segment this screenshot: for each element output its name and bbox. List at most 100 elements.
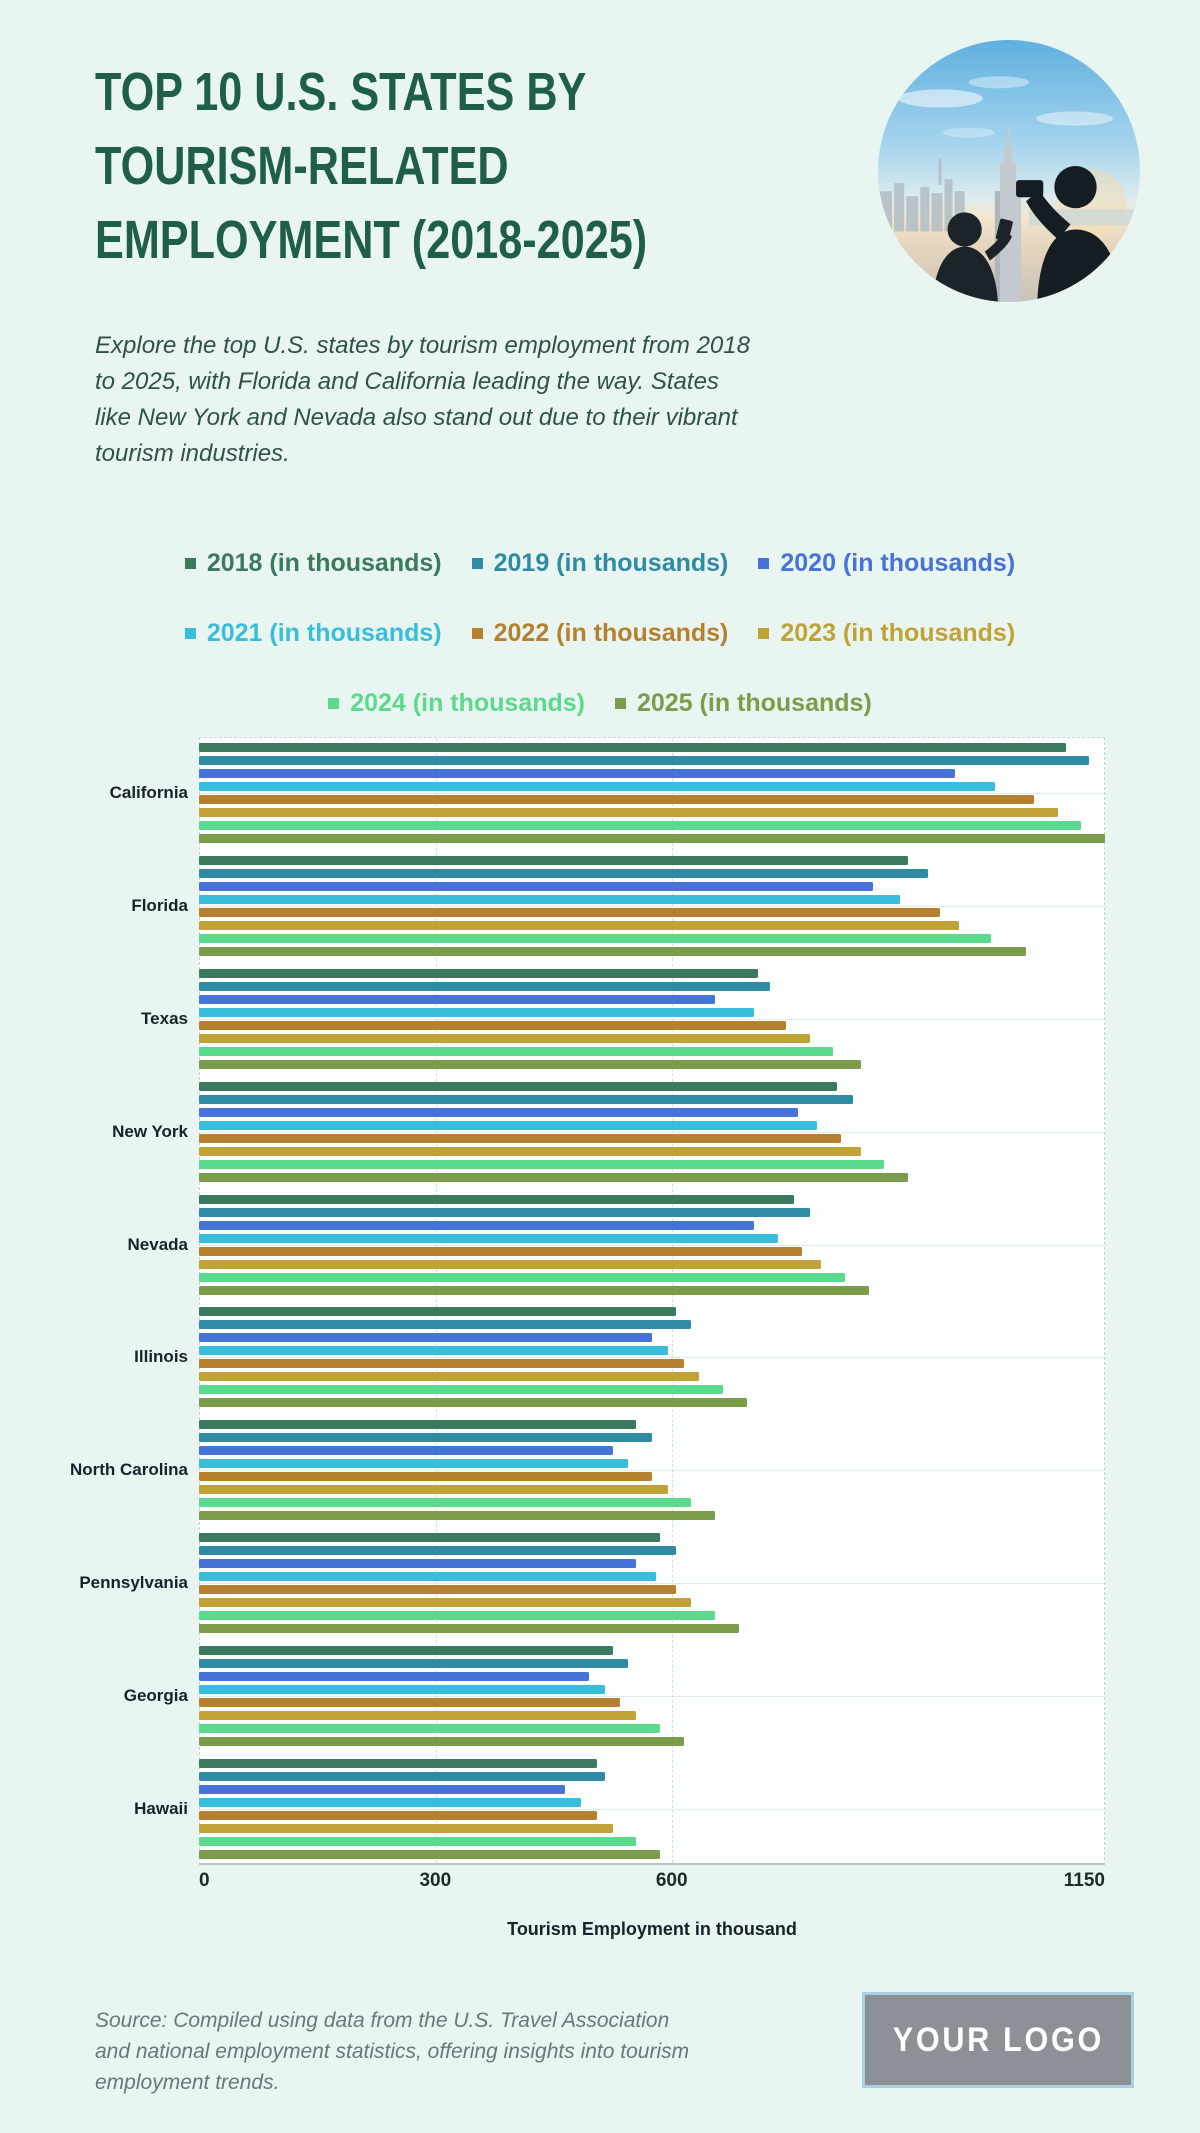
legend-swatch-icon: [184, 627, 196, 639]
bar-2018-california: [199, 743, 1066, 753]
chart-legend: 2018 (in thousands) 2019 (in thousands) 20…: [0, 528, 1200, 738]
chart-groups: California Florida Texas New York Nevada Illi…: [60, 737, 1106, 1865]
chart-group: California: [60, 737, 1106, 850]
bar-group: [199, 1527, 1106, 1640]
state-label: Georgia: [123, 1685, 188, 1705]
bar-2022-hawaii: [199, 1810, 597, 1820]
bar-2025-new-york: [199, 1172, 909, 1182]
bar-2023-florida: [199, 921, 960, 931]
legend-swatch-icon: [328, 697, 340, 709]
horizontal-gridline: [199, 1357, 1106, 1359]
bar-2020-georgia: [199, 1671, 589, 1681]
bar-2023-georgia: [199, 1710, 637, 1720]
bar-2019-hawaii: [199, 1771, 605, 1781]
bar-2018-florida: [199, 856, 909, 866]
state-label: New York: [112, 1121, 188, 1141]
legend-item: 2021 (in thousands): [184, 618, 442, 648]
bar-2019-california: [199, 756, 1090, 766]
chart-group: Nevada: [60, 1188, 1106, 1301]
horizontal-gridline: [199, 793, 1106, 795]
bar-2022-illinois: [199, 1359, 684, 1369]
bar-2021-hawaii: [199, 1797, 582, 1807]
bar-2025-north-carolina: [199, 1511, 716, 1521]
x-tick-label: 600: [655, 1870, 688, 1891]
bar-2025-hawaii: [199, 1849, 660, 1859]
bar-2018-new-york: [199, 1081, 838, 1091]
city-skyline-tourists-illustration: [878, 40, 1140, 302]
title-line-3: EMPLOYMENT (2018-2025): [95, 210, 648, 270]
bar-2022-pennsylvania: [199, 1584, 676, 1594]
state-label: Hawaii: [134, 1798, 188, 1818]
bar-2023-pennsylvania: [199, 1597, 692, 1607]
horizontal-gridline: [199, 1244, 1106, 1246]
state-label: California: [109, 783, 188, 803]
logo-placeholder: YOUR LOGO: [862, 1992, 1134, 2088]
bar-2024-illinois: [199, 1385, 723, 1395]
bar-2023-texas: [199, 1033, 810, 1043]
state-label: North Carolina: [69, 1460, 188, 1480]
legend-row: 2024 (in thousands) 2025 (in thousands): [0, 668, 1200, 738]
legend-swatch-icon: [184, 557, 196, 569]
chart-group: Pennsylvania: [60, 1527, 1106, 1640]
x-axis: 0 300 600 1150: [199, 1870, 1105, 1896]
bar-2020-new-york: [199, 1107, 798, 1117]
legend-item: 2018 (in thousands): [184, 549, 442, 578]
legend-swatch-icon: [758, 627, 770, 639]
bar-2021-north-carolina: [199, 1459, 629, 1469]
bar-2023-north-carolina: [199, 1485, 668, 1495]
x-axis-title: Tourism Employment in thousand: [507, 1919, 797, 1939]
bar-2024-pennsylvania: [199, 1610, 716, 1620]
bar-2018-illinois: [199, 1307, 676, 1317]
bar-2019-nevada: [199, 1207, 810, 1217]
horizontal-gridline: [199, 906, 1106, 908]
bar-2020-illinois: [199, 1333, 652, 1343]
bar-2021-georgia: [199, 1684, 605, 1694]
bar-2022-nevada: [199, 1246, 802, 1256]
legend-row: 2021 (in thousands) 2022 (in thousands) 20…: [0, 598, 1200, 668]
chart-group: Texas: [60, 963, 1106, 1076]
bar-2024-georgia: [199, 1723, 660, 1733]
legend-label: 2019 (in thousands): [493, 548, 729, 577]
horizontal-gridline: [199, 1131, 1106, 1133]
bar-2018-pennsylvania: [199, 1532, 660, 1542]
legend-swatch-icon: [471, 627, 483, 639]
bar-group: [199, 1639, 1106, 1752]
bar-2024-california: [199, 821, 1082, 831]
bar-group: [199, 1188, 1106, 1301]
bar-2019-texas: [199, 981, 771, 991]
state-label: Nevada: [127, 1234, 188, 1254]
bar-2022-new-york: [199, 1133, 842, 1143]
legend-label: 2021 (in thousands): [206, 618, 442, 647]
horizontal-gridline: [199, 1695, 1106, 1697]
vertical-gridline: [671, 738, 673, 1863]
title-line-2: TOURISM-RELATED: [95, 136, 509, 196]
legend-row: 2018 (in thousands) 2019 (in thousands) 20…: [0, 528, 1200, 598]
bar-2022-california: [199, 795, 1035, 805]
chart-group: Georgia: [60, 1639, 1106, 1752]
state-label: Texas: [141, 1008, 188, 1028]
bar-2025-florida: [199, 947, 1027, 957]
vertical-gridline: [435, 738, 437, 1863]
bar-chart: California Florida Texas New York Nevada Illi…: [60, 737, 1106, 1939]
legend-item: 2022 (in thousands): [471, 619, 728, 648]
bar-2021-florida: [199, 895, 901, 905]
bar-2025-texas: [199, 1059, 861, 1069]
bar-2021-california: [199, 782, 995, 792]
bar-2022-texas: [199, 1020, 786, 1030]
legend-label: 2020 (in thousands): [780, 548, 1016, 577]
bar-2023-california: [199, 808, 1058, 818]
bar-2020-north-carolina: [199, 1446, 613, 1456]
legend-item: 2020 (in thousands): [758, 549, 1015, 578]
bar-2019-pennsylvania: [199, 1545, 676, 1555]
bar-2022-georgia: [199, 1697, 621, 1707]
chart-group: Illinois: [60, 1301, 1106, 1414]
chart-group: New York: [60, 1075, 1106, 1188]
bar-2018-hawaii: [199, 1758, 597, 1768]
legend-item: 2025 (in thousands): [615, 689, 872, 718]
bar-2025-georgia: [199, 1736, 684, 1746]
logo-text: YOUR LOGO: [892, 2020, 1104, 2059]
legend-swatch-icon: [615, 697, 626, 709]
legend-swatch-icon: [471, 557, 483, 569]
bar-2024-hawaii: [199, 1836, 637, 1846]
